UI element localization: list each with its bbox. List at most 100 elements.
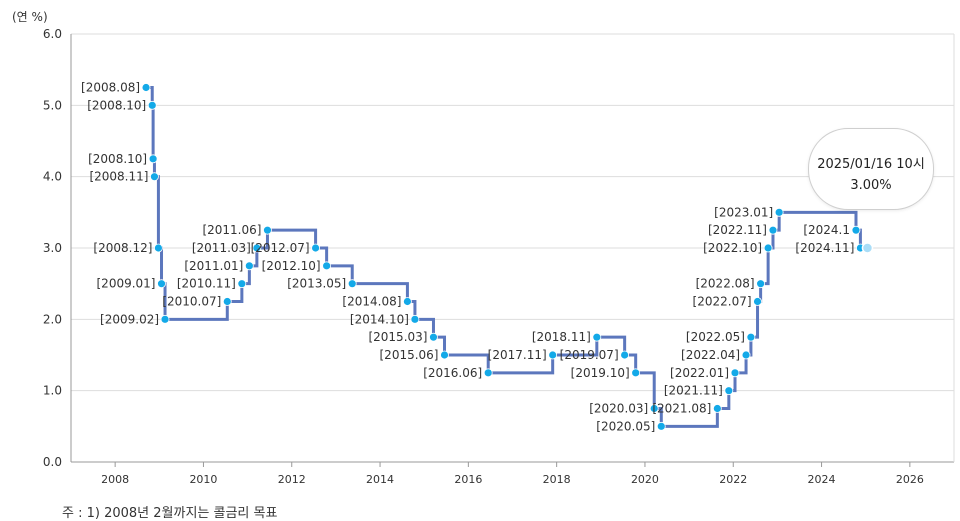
series-line xyxy=(146,86,868,428)
y-tick-label: 0.0 xyxy=(43,455,62,469)
data-point[interactable] xyxy=(861,242,874,254)
x-tick-label: 2010 xyxy=(189,473,217,486)
data-label: [2016.06] xyxy=(423,366,482,380)
y-tick-label: 3.0 xyxy=(43,241,62,255)
tooltip-datetime: 2025/01/16 10시 xyxy=(817,157,925,172)
data-label: [2022.01] xyxy=(670,366,729,380)
data-point[interactable] xyxy=(147,100,157,110)
data-point[interactable] xyxy=(649,404,659,413)
data-point[interactable] xyxy=(263,225,272,235)
x-tick-label: 2014 xyxy=(366,473,394,486)
data-point[interactable] xyxy=(753,297,762,306)
data-label: [2011.01] xyxy=(184,259,243,273)
data-point[interactable] xyxy=(730,368,740,378)
data-label: [2015.03] xyxy=(368,330,427,344)
data-point[interactable] xyxy=(656,421,666,431)
data-point[interactable] xyxy=(746,332,756,342)
data-label: [2009.02] xyxy=(100,312,159,326)
data-point[interactable] xyxy=(768,225,778,235)
data-point[interactable] xyxy=(154,243,163,253)
data-label: [2022.10] xyxy=(703,241,762,255)
y-tick-label: 1.0 xyxy=(43,384,62,398)
data-point[interactable] xyxy=(548,350,558,360)
data-label: [2019.10] xyxy=(571,366,630,380)
data-label: [2015.06] xyxy=(380,348,439,362)
data-label: [2008.08] xyxy=(81,81,140,95)
data-label: [2008.10] xyxy=(87,98,146,112)
data-labels: [2008.08] [2008.10] [2008.10] [2008.11] [200… xyxy=(81,81,854,434)
tick-labels: 0.0 1.0 2.0 3.0 4.0 5.0 6.0 2008 2010 2012 2014 201… xyxy=(43,27,924,486)
data-label: [2022.05] xyxy=(686,330,745,344)
data-point[interactable] xyxy=(141,83,151,92)
data-label: [2022.07] xyxy=(693,295,752,309)
data-point[interactable] xyxy=(851,225,861,235)
data-label: [2017.11] xyxy=(488,348,547,362)
data-label: [2014.08] xyxy=(342,295,401,309)
data-point[interactable] xyxy=(150,172,159,182)
data-label: [2020.03] xyxy=(589,402,648,416)
data-label: [2023.01] xyxy=(714,205,773,219)
data-point[interactable] xyxy=(244,261,254,271)
data-point[interactable] xyxy=(592,332,602,342)
data-point[interactable] xyxy=(322,261,332,271)
data-label: [2010.07] xyxy=(162,295,221,309)
data-point[interactable] xyxy=(763,243,773,253)
data-label: [2022.04] xyxy=(681,348,740,362)
data-label: [2014.10] xyxy=(350,312,409,326)
x-tick-label: 2022 xyxy=(719,473,747,486)
y-tick-label: 4.0 xyxy=(43,170,62,184)
data-point[interactable] xyxy=(440,350,449,360)
data-point[interactable] xyxy=(774,207,784,217)
data-point[interactable] xyxy=(160,314,170,324)
data-label: [2008.12] xyxy=(93,241,152,255)
x-tick-label: 2012 xyxy=(278,473,306,486)
data-point[interactable] xyxy=(741,350,751,360)
data-point[interactable] xyxy=(148,154,158,164)
y-unit-label: (연 %) xyxy=(12,10,48,24)
data-point[interactable] xyxy=(429,332,438,342)
data-points[interactable] xyxy=(141,83,874,431)
data-point[interactable] xyxy=(410,314,420,324)
tooltip-value: 3.00% xyxy=(850,178,892,193)
data-label: [2012.07] xyxy=(251,241,310,255)
data-label: [2019.07] xyxy=(560,348,619,362)
data-label: [2009.01] xyxy=(97,277,156,291)
axes xyxy=(70,34,955,467)
data-point[interactable] xyxy=(347,279,357,289)
tooltip: 2025/01/16 10시 3.00% xyxy=(808,128,934,210)
data-point[interactable] xyxy=(157,279,166,289)
data-point[interactable] xyxy=(631,368,641,378)
data-point[interactable] xyxy=(712,404,722,413)
x-tick-label: 2008 xyxy=(101,473,129,486)
data-point[interactable] xyxy=(620,350,630,360)
data-label: [2008.11] xyxy=(89,170,148,184)
data-point[interactable] xyxy=(724,386,734,396)
data-label: [2010.11] xyxy=(177,277,236,291)
data-label: [2022.08] xyxy=(696,277,755,291)
data-label: [2012.10] xyxy=(262,259,321,273)
data-point[interactable] xyxy=(252,243,262,253)
data-point[interactable] xyxy=(756,279,766,289)
data-label: [2013.05] xyxy=(287,277,346,291)
x-tick-label: 2018 xyxy=(543,473,571,486)
data-label: [2021.11] xyxy=(664,384,723,398)
data-label: [2018.11] xyxy=(532,330,591,344)
y-tick-label: 6.0 xyxy=(43,27,62,41)
data-label: [2011.06] xyxy=(202,223,261,237)
x-tick-label: 2016 xyxy=(454,473,482,486)
data-point[interactable] xyxy=(237,279,247,289)
data-label: [2020.05] xyxy=(596,419,655,433)
data-label: [2024.1 xyxy=(803,223,850,237)
y-tick-label: 5.0 xyxy=(43,98,62,112)
x-tick-label: 2020 xyxy=(631,473,659,486)
y-tick-label: 2.0 xyxy=(43,312,62,326)
data-point[interactable] xyxy=(403,297,412,306)
data-label: [2022.11] xyxy=(708,223,767,237)
data-point[interactable] xyxy=(311,243,320,253)
data-label: [2024.11] xyxy=(795,241,854,255)
x-tick-label: 2026 xyxy=(896,473,924,486)
data-label: [2011.03] xyxy=(192,241,251,255)
data-point[interactable] xyxy=(222,297,232,306)
data-point[interactable] xyxy=(483,368,493,378)
